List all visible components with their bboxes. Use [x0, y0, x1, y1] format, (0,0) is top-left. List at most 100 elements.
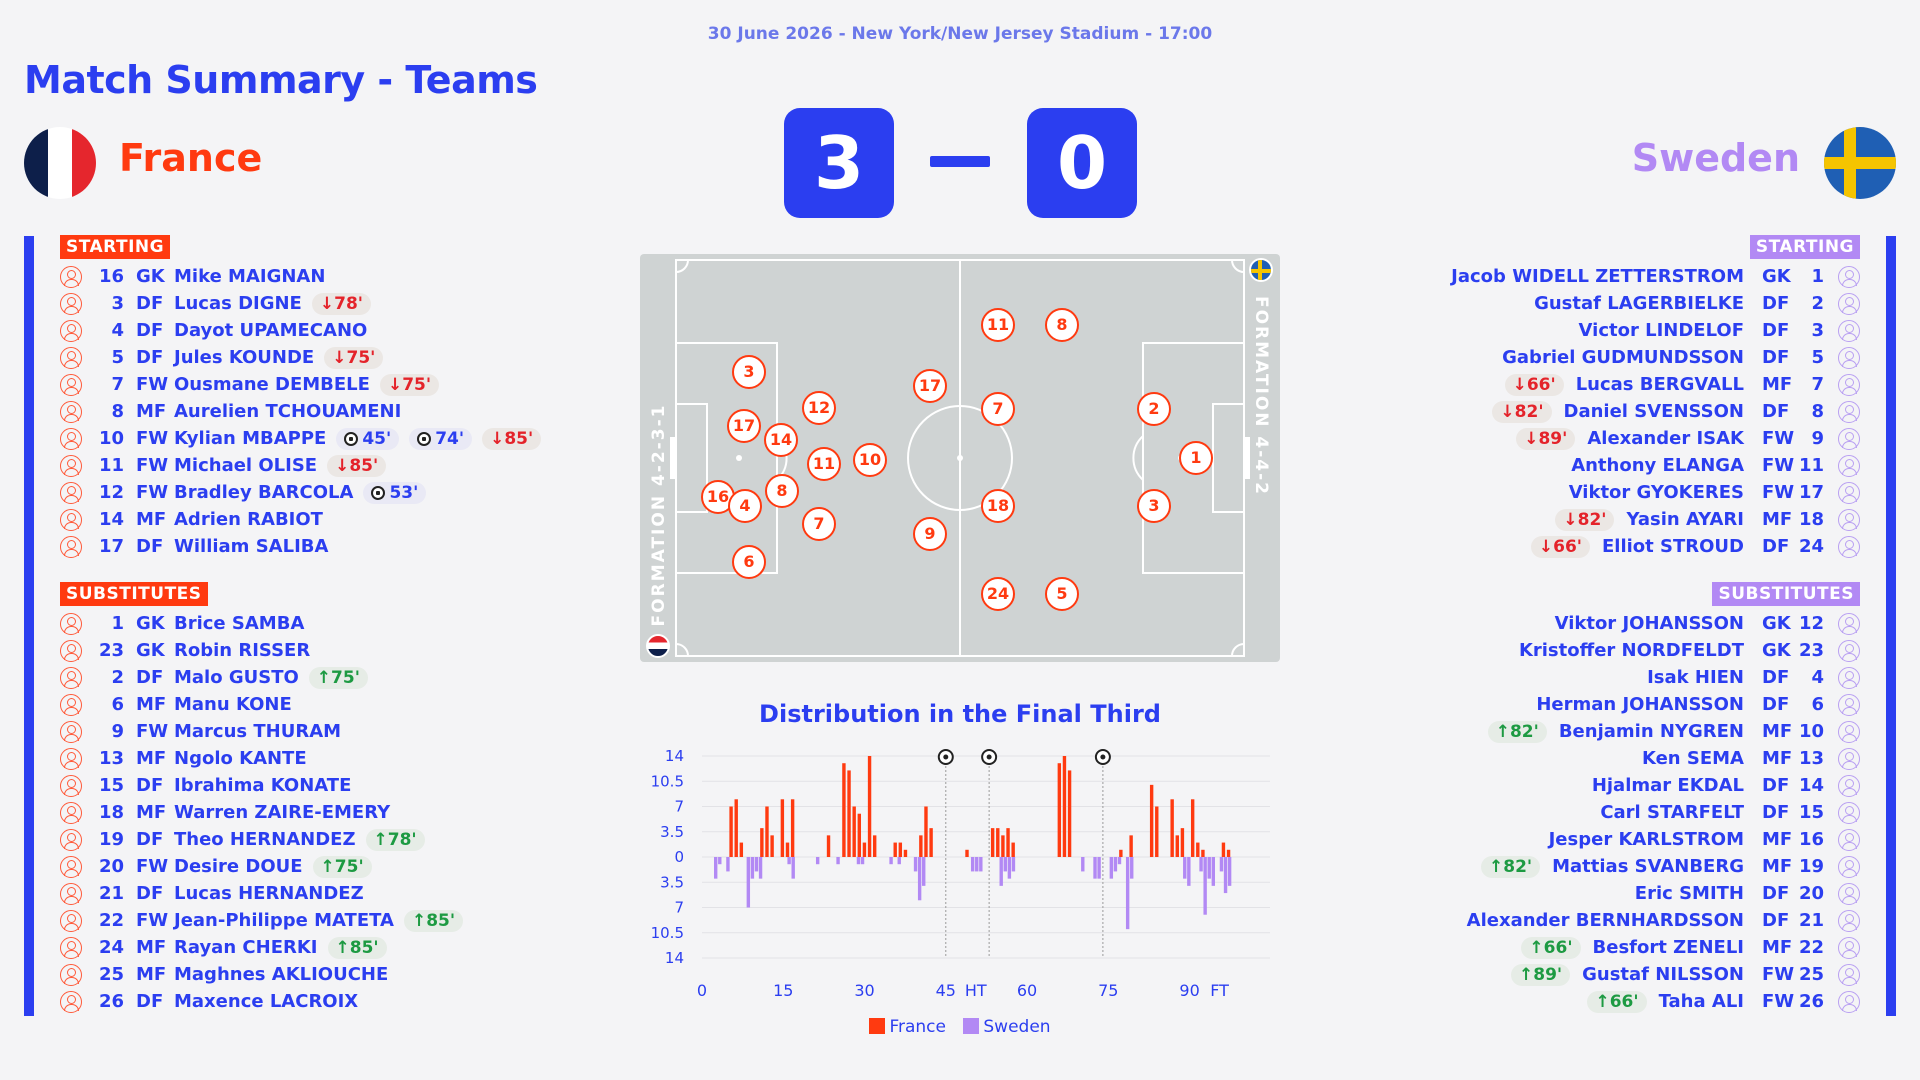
player-row[interactable]: 5 DF Jules KOUNDE ↓ 75' [60, 344, 541, 371]
player-name: Carl STARFELT [1600, 802, 1744, 823]
sweden-bar [787, 857, 791, 865]
player-number: 13 [1798, 748, 1824, 769]
player-row[interactable]: 4 DF Dayot UPAMECANO [60, 317, 541, 344]
event-minute: 78' [334, 293, 363, 314]
player-row[interactable]: 9 FW Marcus THURAM [60, 718, 463, 745]
player-row[interactable]: 10 FW Kylian MBAPPE 45' 74' ↓ 85' [60, 425, 542, 452]
player-row[interactable]: Jacob WIDELL ZETTERSTROM GK 1 [1451, 263, 1860, 290]
player-name: Ngolo KANTE [174, 748, 307, 769]
event-minute: 85' [349, 937, 379, 958]
player-number: 26 [1798, 991, 1824, 1012]
event-minute: 75' [334, 856, 364, 877]
player-row[interactable]: 12 FW Bradley BARCOLA 53' [60, 479, 541, 506]
player-row[interactable]: 8 MF Aurelien TCHOUAMENI [60, 398, 541, 425]
player-row[interactable]: 16 GK Mike MAIGNAN [60, 263, 541, 290]
player-row[interactable]: Ken SEMA MF 13 [1467, 745, 1860, 772]
player-name: Taha ALI [1658, 991, 1744, 1012]
player-position: FW [136, 856, 169, 877]
player-number: 8 [1811, 401, 1824, 422]
player-row[interactable]: Viktor JOHANSSON GK 12 [1467, 610, 1860, 637]
x-tick-label: 90 [1179, 981, 1199, 1000]
player-row[interactable]: ↓ 82' Daniel SVENSSON DF 8 [1451, 398, 1860, 425]
player-position: DF [1762, 802, 1790, 823]
player-row[interactable]: Eric SMITH DF 20 [1467, 880, 1860, 907]
player-row[interactable]: Gustaf LAGERBIELKE DF 2 [1451, 290, 1860, 317]
player-position: DF [1762, 536, 1790, 557]
france-bar [1175, 835, 1179, 857]
arrow-down-icon: ↓ [332, 347, 347, 368]
event-minute: 75' [402, 374, 432, 395]
player-row[interactable]: Jesper KARLSTROM MF 16 [1467, 826, 1860, 853]
sub-out-badge: ↓ 66' [1530, 535, 1590, 558]
player-row[interactable]: 23 GK Robin RISSER [60, 637, 463, 664]
event-minute: 82' [1514, 401, 1544, 422]
player-row[interactable]: 14 MF Adrien RABIOT [60, 506, 541, 533]
player-row[interactable]: Victor LINDELOF DF 3 [1451, 317, 1860, 344]
player-number: 25 [1798, 964, 1824, 985]
player-icon [1838, 481, 1860, 504]
player-row[interactable]: 22 FW Jean-Philippe MATETA ↑ 85' [60, 907, 464, 934]
player-row[interactable]: ↓ 66' Elliot STROUD DF 24 [1451, 533, 1860, 560]
player-row[interactable]: 1 GK Brice SAMBA [60, 610, 463, 637]
sub-in-badge: ↑ 75' [312, 855, 372, 878]
france-bar [1001, 835, 1005, 857]
player-row[interactable]: ↓ 82' Yasin AYARI MF 18 [1451, 506, 1860, 533]
player-row[interactable]: Herman JOHANSSON DF 6 [1467, 691, 1860, 718]
home-position-marker: 7 [802, 507, 836, 541]
player-number: 21 [1798, 910, 1824, 931]
player-name: Adrien RABIOT [174, 509, 323, 530]
sweden-bar [1219, 857, 1224, 872]
player-row[interactable]: 2 DF Malo GUSTO ↑ 75' [60, 664, 463, 691]
player-row[interactable]: 13 MF Ngolo KANTE [60, 745, 463, 772]
player-row[interactable]: 3 DF Lucas DIGNE ↓ 78' [60, 290, 541, 317]
sweden-bar [1097, 857, 1101, 879]
player-position: MF [136, 937, 167, 958]
player-row[interactable]: 11 FW Michael OLISE ↓ 85' [60, 452, 541, 479]
player-row[interactable]: ↑ 89' Gustaf NILSSON FW 25 [1467, 961, 1860, 988]
player-row[interactable]: 25 MF Maghnes AKLIOUCHE [60, 961, 463, 988]
player-row[interactable]: 6 MF Manu KONE [60, 691, 463, 718]
player-number: 17 [1798, 482, 1824, 503]
player-position: DF [136, 667, 164, 688]
player-row[interactable]: ↑ 82' Mattias SVANBERG MF 19 [1467, 853, 1860, 880]
player-row[interactable]: Hjalmar EKDAL DF 14 [1467, 772, 1860, 799]
france-bar [1129, 835, 1133, 857]
player-row[interactable]: 20 FW Desire DOUE ↑ 75' [60, 853, 463, 880]
player-position: MF [1762, 856, 1793, 877]
player-row[interactable]: Isak HIEN DF 4 [1467, 664, 1860, 691]
player-row[interactable]: ↑ 66' Besfort ZENELI MF 22 [1467, 934, 1860, 961]
away-accent-bar [1886, 236, 1896, 1016]
france-bar [1149, 784, 1154, 857]
player-row[interactable]: Anthony ELANGA FW 11 [1451, 452, 1860, 479]
event-minute: 66' [1543, 937, 1573, 958]
player-row[interactable]: 24 MF Rayan CHERKI ↑ 85' [60, 934, 463, 961]
player-row[interactable]: Kristoffer NORDFELDT GK 23 [1467, 637, 1860, 664]
player-icon [60, 639, 82, 662]
player-row[interactable]: 15 DF Ibrahima KONATE [60, 772, 463, 799]
player-number: 12 [1798, 613, 1824, 634]
player-name: Mike MAIGNAN [174, 266, 326, 287]
player-row[interactable]: ↓ 66' Lucas BERGVALL MF 7 [1451, 371, 1860, 398]
player-number: 4 [111, 320, 124, 341]
player-row[interactable]: 21 DF Lucas HERNANDEZ [60, 880, 463, 907]
player-row[interactable]: ↑ 66' Taha ALI FW 26 [1467, 988, 1860, 1015]
player-row[interactable]: Alexander BERNHARDSSON DF 21 [1467, 907, 1860, 934]
player-icon [1838, 535, 1860, 558]
player-row[interactable]: 26 DF Maxence LACROIX [60, 988, 463, 1015]
player-row[interactable]: 17 DF William SALIBA [60, 533, 541, 560]
y-tick-label: 3.5 [660, 823, 684, 841]
player-name: Brice SAMBA [174, 613, 305, 634]
player-position: FW [1762, 482, 1795, 503]
player-row[interactable]: 18 MF Warren ZAIRE-EMERY [60, 799, 463, 826]
arrow-down-icon: ↓ [490, 428, 505, 449]
sweden-bar [1003, 857, 1007, 872]
player-row[interactable]: ↑ 82' Benjamin NYGREN MF 10 [1467, 718, 1860, 745]
player-row[interactable]: 7 FW Ousmane DEMBELE ↓ 75' [60, 371, 541, 398]
sweden-bar [913, 857, 918, 872]
player-row[interactable]: Gabriel GUDMUNDSSON DF 5 [1451, 344, 1860, 371]
player-row[interactable]: Carl STARFELT DF 15 [1467, 799, 1860, 826]
player-row[interactable]: Viktor GYOKERES FW 17 [1451, 479, 1860, 506]
france-bar [729, 806, 733, 857]
player-row[interactable]: 19 DF Theo HERNANDEZ ↑ 78' [60, 826, 463, 853]
player-row[interactable]: ↓ 89' Alexander ISAK FW 9 [1451, 425, 1860, 452]
